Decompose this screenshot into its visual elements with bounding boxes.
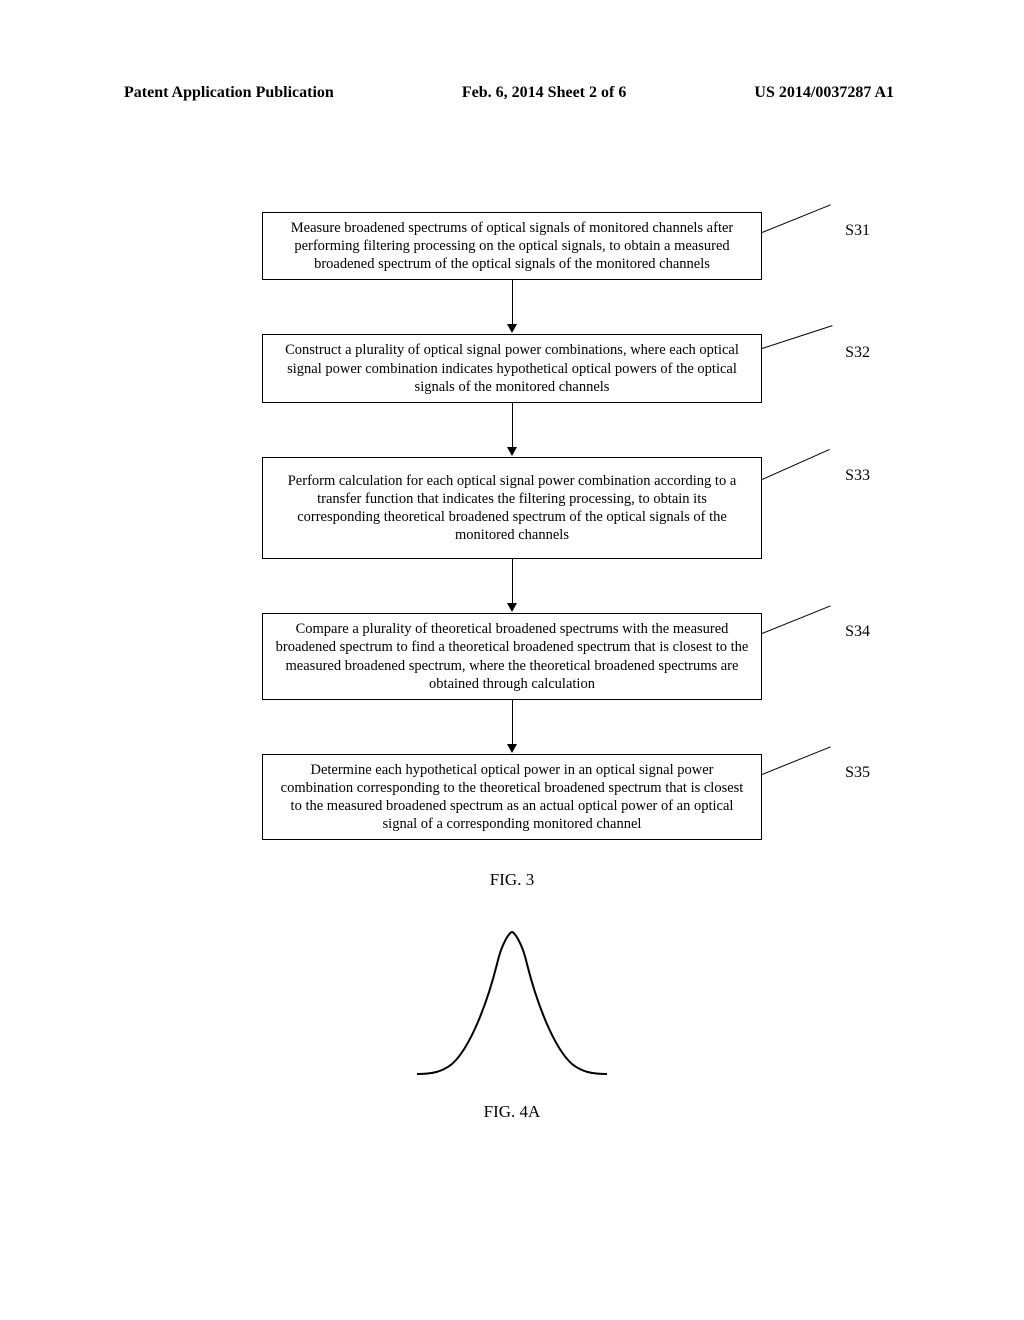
arrow-1-head-icon [507,324,517,333]
step-s34-label: S34 [845,623,870,641]
header-right: US 2014/0037287 A1 [754,84,894,102]
step-s31-label-line [762,204,831,233]
step-s31-label: S31 [845,222,870,240]
header-left: Patent Application Publication [124,84,334,102]
bell-curve-icon [402,924,622,1084]
step-s34-text: Compare a plurality of theoretical broad… [276,621,749,691]
step-s33-wrapper: Perform calculation for each optical sig… [172,457,852,560]
arrow-2 [172,403,852,457]
arrow-2-head-icon [507,447,517,456]
flowchart-fig3: Measure broadened spectrums of optical s… [172,212,852,840]
fig3-caption: FIG. 3 [0,870,1024,890]
step-s35-label: S35 [845,764,870,782]
step-s31-wrapper: Measure broadened spectrums of optical s… [172,212,852,280]
arrow-4-line [512,700,513,746]
step-s33-text: Perform calculation for each optical sig… [288,473,737,543]
arrow-2-line [512,403,513,449]
header-center: Feb. 6, 2014 Sheet 2 of 6 [462,84,626,102]
step-s34-box: Compare a plurality of theoretical broad… [262,613,762,700]
arrow-4 [172,700,852,754]
fig4a-caption: FIG. 4A [0,1102,1024,1122]
step-s34-wrapper: Compare a plurality of theoretical broad… [172,613,852,700]
step-s35-text: Determine each hypothetical optical powe… [281,762,744,832]
step-s35-box: Determine each hypothetical optical powe… [262,754,762,841]
arrow-3-head-icon [507,603,517,612]
arrow-4-head-icon [507,744,517,753]
step-s33-box: Perform calculation for each optical sig… [262,457,762,560]
step-s32-box: Construct a plurality of optical signal … [262,334,762,402]
step-s33-label: S33 [845,467,870,485]
arrow-3-line [512,559,513,605]
step-s31-box: Measure broadened spectrums of optical s… [262,212,762,280]
arrow-1 [172,280,852,334]
page-header: Patent Application Publication Feb. 6, 2… [0,0,1024,102]
fig4a-curve [382,924,642,1094]
step-s32-text: Construct a plurality of optical signal … [285,342,739,394]
step-s32-label: S32 [845,344,870,362]
arrow-3 [172,559,852,613]
step-s31-text: Measure broadened spectrums of optical s… [291,220,734,272]
step-s35-wrapper: Determine each hypothetical optical powe… [172,754,852,841]
step-s32-wrapper: Construct a plurality of optical signal … [172,334,852,402]
arrow-1-line [512,280,513,326]
